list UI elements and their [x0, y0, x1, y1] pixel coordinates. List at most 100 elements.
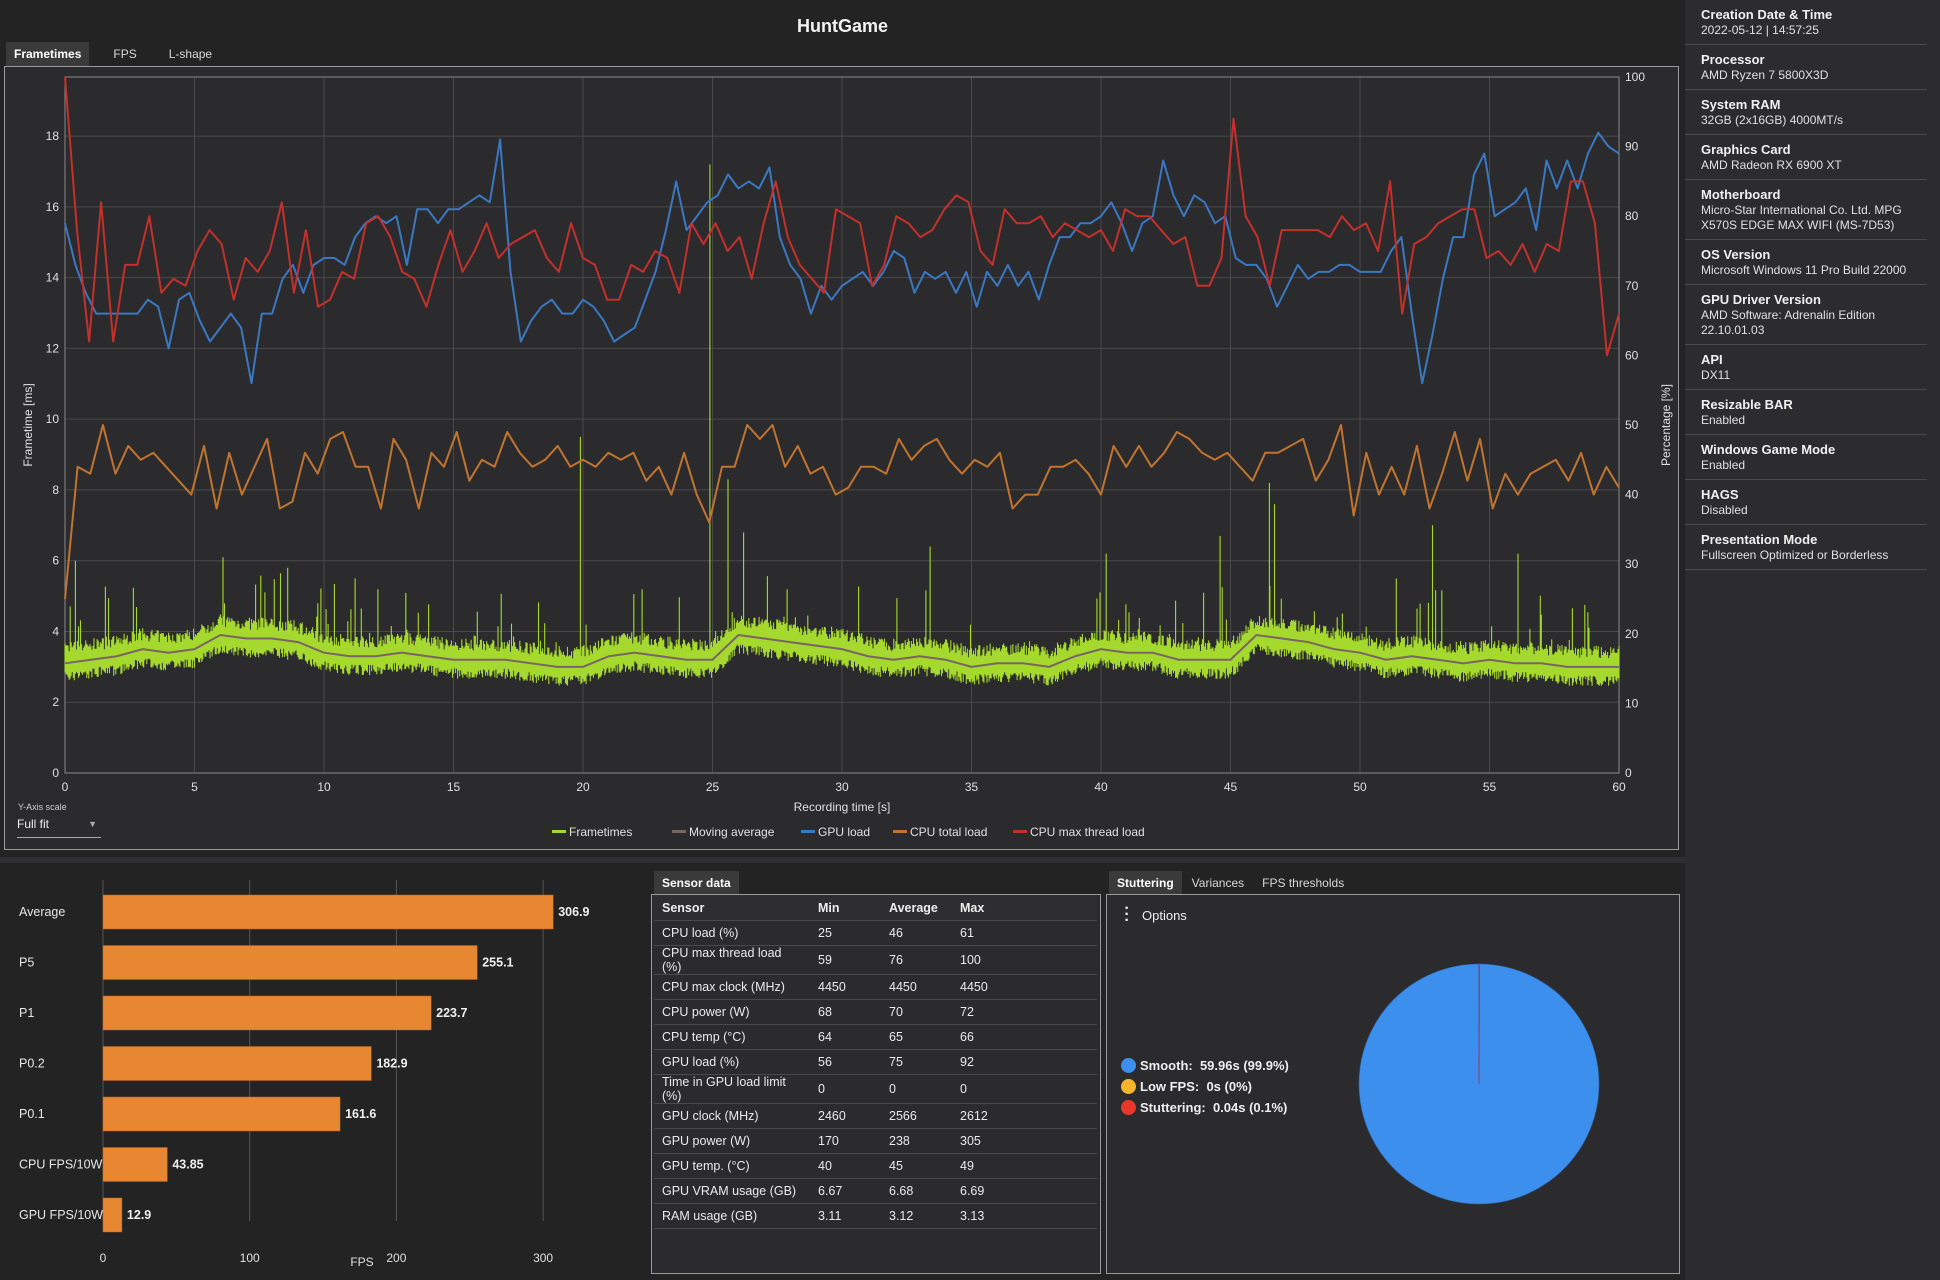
y2-tick-label: 10 — [1625, 696, 1639, 710]
cell-average: 46 — [881, 920, 952, 946]
info-item: GPU Driver Version AMD Software: Adrenali… — [1685, 285, 1927, 345]
cell-average: 6.68 — [881, 1178, 952, 1204]
bar — [102, 1197, 123, 1233]
fps-bar-chart: 0 100 200 300 FPS Average 306.9 P5 255.1 P1 223.7 P… — [19, 880, 590, 1269]
cell-max: 3.13 — [952, 1203, 1097, 1229]
table-row: GPU VRAM usage (GB) 6.67 6.68 6.69 — [654, 1178, 1097, 1204]
bar-category-label: CPU FPS/10W — [19, 1158, 103, 1172]
info-value: Enabled — [1701, 458, 1746, 472]
table-row: GPU temp. (°C) 40 45 49 — [654, 1153, 1097, 1179]
legend-item-low-fps: Low FPS: 0s (0%) — [1121, 1076, 1289, 1097]
cell-max: 92 — [952, 1049, 1097, 1075]
cell-min: 56 — [810, 1049, 881, 1075]
legend-swatch — [1013, 830, 1027, 833]
cell-min: 6.67 — [810, 1178, 881, 1204]
cell-min: 59 — [810, 945, 881, 975]
sensor-tabs: Sensor data — [654, 871, 739, 895]
cpu-max-thread-load-series — [64, 76, 1620, 357]
pie-slice-stuttering — [1478, 963, 1481, 1085]
bar-value-label: 161.6 — [345, 1107, 376, 1121]
info-item: Presentation Mode Fullscreen Optimized or… — [1685, 525, 1927, 570]
y-tick-label: 2 — [52, 695, 59, 709]
y-axis-scale-dropdown[interactable]: Full fit ▼ — [17, 817, 101, 838]
y-tick-label: 12 — [46, 341, 60, 355]
info-label: Creation Date & Time — [1701, 7, 1833, 22]
legend-swatch — [672, 830, 686, 833]
y-tick-label: 8 — [52, 483, 59, 497]
options-button[interactable]: · · · Options — [1122, 901, 1187, 929]
info-label: System RAM — [1701, 97, 1781, 112]
stutter-tabs: Stuttering Variances FPS thresholds — [1109, 871, 1354, 895]
tab-fps-thresholds[interactable]: FPS thresholds — [1262, 876, 1345, 890]
bar-category-label: P0.2 — [19, 1057, 45, 1071]
gpu-load-series — [64, 131, 1620, 385]
tab-l-shape[interactable]: L-shape — [168, 47, 213, 61]
legend-item-stuttering: Stuttering: 0.04s (0.1%) — [1121, 1097, 1289, 1118]
column-header-max[interactable]: Max — [952, 895, 1097, 921]
y2-tick-label: 40 — [1625, 488, 1639, 502]
bar — [102, 945, 478, 980]
tab-stuttering[interactable]: Stuttering — [1109, 871, 1182, 895]
y-tick-label: 10 — [46, 412, 60, 426]
bar-value-label: 12.9 — [127, 1208, 151, 1222]
frametime-chart: 0 5 10 15 20 25 30 35 40 45 50 55 600246810121416180… — [21, 70, 1673, 839]
tab-sensor-data[interactable]: Sensor data — [654, 871, 739, 895]
x-tick-label: 5 — [191, 780, 198, 794]
legend-label: CPU total load — [910, 825, 987, 839]
y-tick-label: 18 — [46, 129, 60, 143]
bar-value-label: 182.9 — [376, 1057, 407, 1071]
cell-average: 0 — [881, 1074, 952, 1104]
bar-x-tick-label: 300 — [533, 1251, 553, 1265]
info-label: Processor — [1701, 52, 1765, 67]
info-label: GPU Driver Version — [1701, 292, 1821, 307]
legend-label: Smooth — [1140, 1058, 1189, 1073]
cell-max: 4450 — [952, 974, 1097, 1000]
sensor-table-header: Sensor Min Average Max — [654, 895, 1097, 921]
cell-max: 0 — [952, 1074, 1097, 1104]
info-value: Microsoft Windows 11 Pro Build 22000 — [1701, 263, 1907, 277]
x-tick-label: 55 — [1483, 780, 1497, 794]
bar-x-tick-label: 200 — [386, 1251, 406, 1265]
chart-title: HuntGame — [796, 16, 888, 36]
y-axis-scale-label: Y-Axis scale — [18, 802, 67, 812]
info-label: Graphics Card — [1701, 142, 1791, 157]
options-label: Options — [1142, 907, 1187, 923]
cell-average: 45 — [881, 1153, 952, 1179]
y-axis-label: Frametime [ms] — [21, 383, 35, 466]
legend-value: 59.96s (99.9%) — [1199, 1058, 1289, 1073]
cell-sensor: GPU load (%) — [654, 1049, 810, 1075]
legend-item-smooth: Smooth: 59.96s (99.9%) — [1121, 1055, 1289, 1076]
y2-tick-label: 70 — [1625, 279, 1639, 293]
x-tick-label: 25 — [706, 780, 720, 794]
bar — [102, 995, 432, 1031]
info-item: Creation Date & Time 2022-05-12 | 14:57:2… — [1685, 0, 1927, 45]
column-header-min[interactable]: Min — [810, 895, 881, 921]
x-tick-label: 50 — [1353, 780, 1367, 794]
info-value: DX11 — [1701, 368, 1731, 382]
table-row: CPU max clock (MHz) 4450 4450 4450 — [654, 974, 1097, 1000]
column-header-sensor[interactable]: Sensor — [654, 895, 810, 921]
panel-splitter[interactable] — [0, 857, 1685, 863]
x-tick-label: 60 — [1612, 780, 1626, 794]
cell-min: 170 — [810, 1128, 881, 1154]
y2-tick-label: 60 — [1625, 348, 1639, 362]
info-item: Graphics Card AMD Radeon RX 6900 XT — [1685, 135, 1927, 180]
bar-value-label: 255.1 — [482, 956, 513, 970]
tab-fps[interactable]: FPS — [113, 47, 137, 61]
bar — [102, 894, 554, 930]
info-label: API — [1701, 352, 1723, 367]
column-header-average[interactable]: Average — [881, 895, 952, 921]
table-row: CPU max thread load (%) 59 76 100 — [654, 945, 1097, 975]
tab-frametimes[interactable]: Frametimes — [6, 42, 90, 66]
table-row: Time in GPU load limit (%) 0 0 0 — [654, 1074, 1097, 1104]
cell-sensor: CPU max thread load (%) — [654, 945, 810, 975]
bar-category-label: GPU FPS/10W — [19, 1208, 103, 1222]
sensor-table: Sensor Min Average Max CPU load (%) 25 46 6… — [654, 895, 1097, 1229]
table-row: CPU power (W) 68 70 72 — [654, 999, 1097, 1025]
y2-tick-label: 30 — [1625, 557, 1639, 571]
cell-min: 25 — [810, 920, 881, 946]
tab-variances[interactable]: Variances — [1191, 876, 1245, 890]
y-tick-label: 16 — [46, 200, 60, 214]
legend-swatch — [893, 830, 907, 833]
info-item: HAGS Disabled — [1685, 480, 1927, 525]
